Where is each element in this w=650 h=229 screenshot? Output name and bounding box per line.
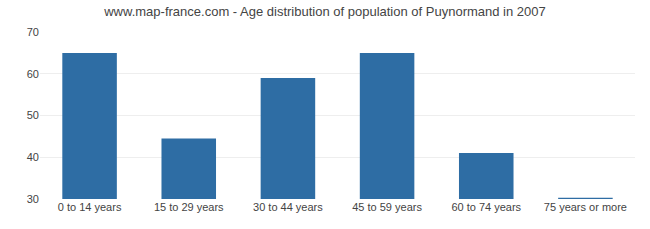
svg-text:15 to 29 years: 15 to 29 years <box>154 201 224 213</box>
svg-text:50: 50 <box>27 109 39 121</box>
svg-text:75 years or more: 75 years or more <box>544 201 627 213</box>
svg-text:40: 40 <box>27 151 39 163</box>
svg-text:0 to 14 years: 0 to 14 years <box>58 201 122 213</box>
svg-text:www.map-france.com - Age distr: www.map-france.com - Age distribution of… <box>103 4 546 19</box>
svg-text:30 to 44 years: 30 to 44 years <box>253 201 323 213</box>
svg-text:30: 30 <box>27 193 39 205</box>
svg-text:45 to 59 years: 45 to 59 years <box>352 201 422 213</box>
svg-text:60 to 74 years: 60 to 74 years <box>451 201 521 213</box>
svg-text:60: 60 <box>27 68 39 80</box>
svg-text:70: 70 <box>27 26 39 38</box>
